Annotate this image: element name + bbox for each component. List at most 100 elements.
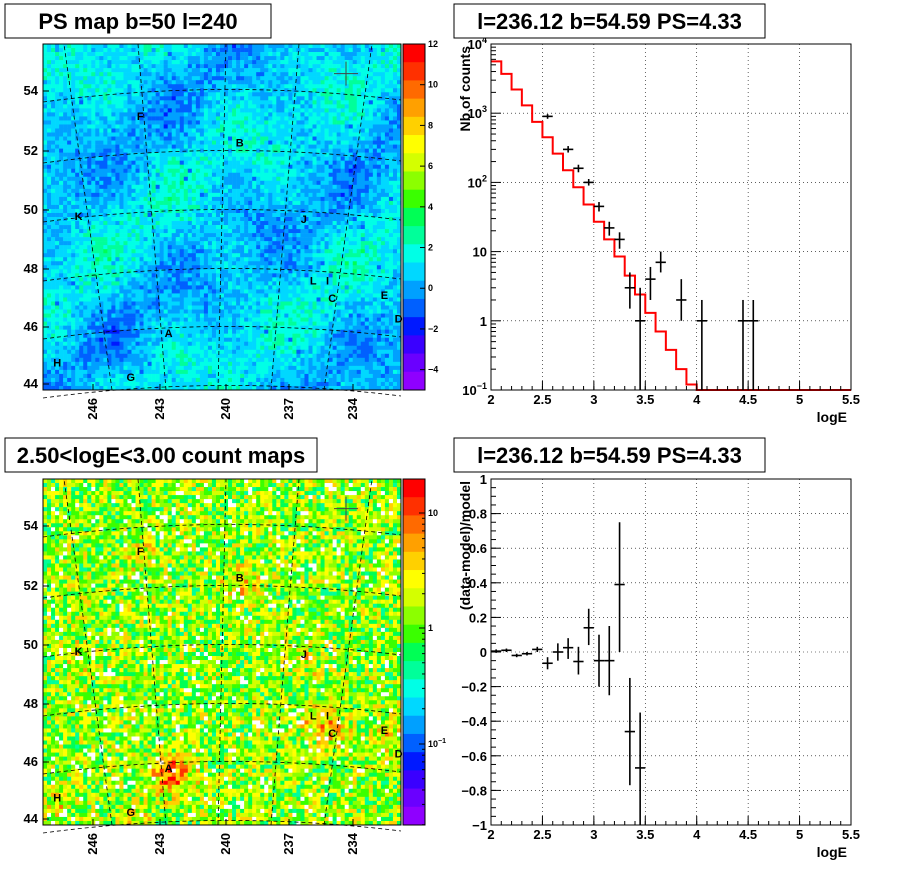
map-pixel — [292, 56, 297, 61]
map-pixel — [107, 48, 112, 53]
map-pixel — [51, 96, 56, 101]
map-pixel — [187, 92, 193, 97]
map-pixel — [360, 72, 366, 77]
map-pixel — [308, 229, 313, 234]
map-pixel — [324, 229, 329, 234]
map-pixel — [356, 44, 362, 49]
map-pixel — [99, 152, 104, 157]
map-pixel — [340, 257, 345, 262]
map-pixel — [163, 80, 168, 85]
map-pixel — [300, 68, 305, 73]
map-pixel — [135, 249, 140, 254]
map-pixel — [256, 217, 261, 222]
map-pixel — [51, 253, 56, 258]
map-pixel — [228, 257, 233, 262]
map-pixel — [236, 52, 241, 57]
map-pixel — [55, 100, 60, 105]
map-pixel — [143, 64, 148, 69]
map-pixel — [215, 100, 221, 105]
map-pixel — [143, 48, 148, 53]
map-pixel — [187, 212, 193, 218]
map-pixel — [211, 48, 217, 53]
map-pixel — [195, 128, 201, 133]
map-pixel — [55, 245, 60, 250]
map-pixel — [111, 212, 116, 218]
map-pixel — [388, 160, 394, 165]
map-pixel — [240, 76, 245, 81]
map-pixel — [219, 156, 225, 161]
map-pixel — [47, 100, 52, 105]
map-pixel — [228, 108, 233, 113]
map-pixel — [308, 184, 313, 190]
map-pixel — [344, 56, 350, 61]
map-pixel — [296, 164, 301, 170]
map-pixel — [191, 104, 197, 109]
map-pixel — [348, 144, 354, 149]
map-pixel — [87, 84, 92, 89]
map-pixel — [280, 84, 285, 89]
map-pixel — [147, 229, 152, 234]
map-pixel — [183, 76, 189, 81]
map-pixel — [248, 241, 253, 246]
map-pixel — [260, 72, 265, 77]
map-pixel — [364, 88, 370, 93]
map-pixel — [171, 80, 177, 85]
map-pixel — [187, 196, 193, 202]
map-pixel — [123, 136, 128, 141]
map-pixel — [87, 196, 92, 202]
map-pixel — [340, 100, 345, 105]
map-pixel — [388, 116, 394, 121]
map-pixel — [143, 60, 148, 65]
map-pixel — [332, 48, 337, 53]
map-pixel — [272, 80, 277, 85]
map-pixel — [224, 188, 229, 194]
map-pixel — [232, 237, 237, 242]
map-pixel — [232, 241, 237, 246]
map-pixel — [163, 217, 168, 222]
map-pixel — [187, 233, 193, 238]
map-pixel — [47, 225, 52, 230]
map-pixel — [139, 257, 144, 262]
map-pixel — [384, 72, 390, 77]
map-pixel — [276, 192, 281, 198]
map-pixel — [332, 80, 337, 85]
map-pixel — [167, 188, 173, 194]
map-pixel — [171, 104, 177, 109]
map-pixel — [392, 112, 398, 117]
map-pixel — [123, 237, 128, 242]
map-pixel — [67, 233, 72, 238]
map-pixel — [95, 249, 100, 254]
map-pixel — [360, 112, 366, 117]
map-pixel — [171, 88, 177, 93]
map-pixel — [320, 160, 325, 165]
map-pixel — [300, 152, 305, 157]
map-pixel — [175, 257, 181, 262]
map-pixel — [99, 245, 104, 250]
map-pixel — [51, 112, 56, 117]
map-pixel — [87, 233, 92, 238]
map-pixel — [344, 120, 350, 125]
map-pixel — [71, 261, 76, 266]
map-pixel — [344, 144, 350, 149]
map-pixel — [248, 44, 253, 49]
map-pixel — [272, 84, 277, 89]
map-pixel — [364, 188, 370, 194]
map-pixel — [288, 164, 293, 170]
map-pixel — [79, 92, 84, 97]
map-pixel — [135, 140, 140, 145]
map-pixel — [119, 245, 124, 250]
map-pixel — [280, 172, 285, 178]
map-pixel — [320, 136, 325, 141]
map-pixel — [300, 56, 305, 61]
map-pixel — [232, 176, 237, 182]
map-pixel — [199, 257, 205, 262]
map-pixel — [252, 265, 257, 270]
map-pixel — [175, 208, 181, 214]
map-pixel — [127, 156, 132, 161]
map-pixel — [47, 148, 52, 153]
map-pixel — [256, 253, 261, 258]
map-pixel — [300, 124, 305, 129]
map-pixel — [127, 92, 132, 97]
map-pixel — [236, 188, 241, 194]
map-pixel — [63, 80, 68, 85]
